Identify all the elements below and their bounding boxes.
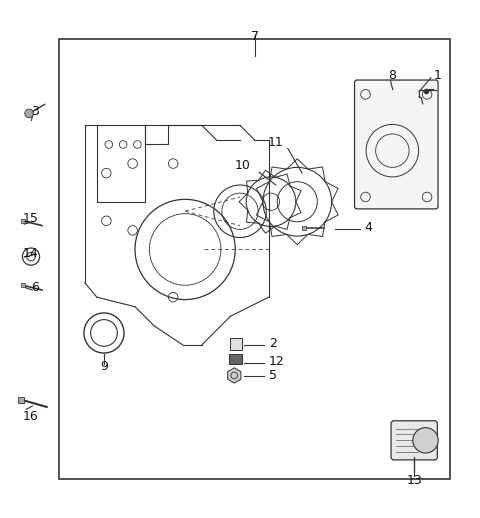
Text: 12: 12 xyxy=(269,355,284,368)
Text: 4: 4 xyxy=(364,222,372,235)
Bar xyxy=(229,354,242,364)
Bar xyxy=(230,338,242,350)
Text: 3: 3 xyxy=(31,105,39,118)
Text: 7: 7 xyxy=(251,30,259,43)
Bar xyxy=(59,39,450,479)
Text: 1: 1 xyxy=(433,69,441,82)
Text: 6: 6 xyxy=(31,281,39,294)
Text: 16: 16 xyxy=(23,410,38,423)
Text: 11: 11 xyxy=(268,136,284,149)
Circle shape xyxy=(25,109,34,118)
Text: 14: 14 xyxy=(23,247,38,260)
Text: 10: 10 xyxy=(234,160,251,172)
Circle shape xyxy=(413,428,438,453)
Text: 15: 15 xyxy=(23,212,39,225)
Text: 13: 13 xyxy=(406,474,422,487)
FancyBboxPatch shape xyxy=(355,80,438,209)
Text: 5: 5 xyxy=(269,369,276,382)
Text: 8: 8 xyxy=(388,69,396,82)
Text: 2: 2 xyxy=(269,337,276,351)
Text: 9: 9 xyxy=(100,360,108,373)
FancyBboxPatch shape xyxy=(391,421,437,460)
